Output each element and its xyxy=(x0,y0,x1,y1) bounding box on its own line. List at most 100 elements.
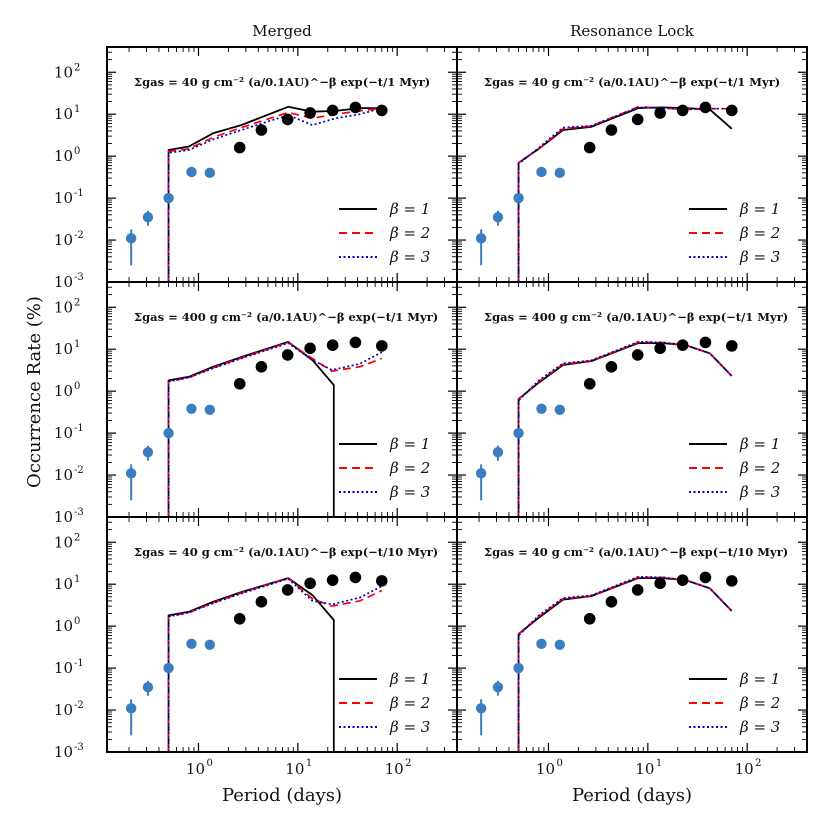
data-point-blue xyxy=(492,682,504,693)
data-point-blue xyxy=(536,638,547,649)
x-tick-exponent: 1 xyxy=(306,758,312,769)
legend-label-beta-1: β = 1 xyxy=(739,435,780,453)
series-line-beta-1 xyxy=(517,577,733,752)
legend-label-beta-3: β = 3 xyxy=(739,483,780,501)
x-axis-label-left: Period (days) xyxy=(222,785,342,806)
legend-label-beta-2: β = 2 xyxy=(389,459,430,477)
data-point-black xyxy=(281,349,294,361)
gas-profile-annotation: Σgas = 400 g cm⁻² (a/0.1AU)^−β exp(−t/1 … xyxy=(134,310,438,324)
legend-label-beta-2: β = 2 xyxy=(389,694,430,712)
data-point-black xyxy=(233,612,246,625)
data-point-blue xyxy=(163,662,174,674)
y-tick-label: 10 xyxy=(54,382,73,400)
y-tick-label: 10 xyxy=(54,659,73,677)
legend-label-beta-1: β = 1 xyxy=(389,435,430,453)
y-tick-label: 10 xyxy=(54,147,73,165)
data-point-black xyxy=(654,342,666,355)
x-tick-label: 10 xyxy=(735,760,754,778)
data-point-black xyxy=(725,575,738,587)
data-point-blue xyxy=(513,192,524,204)
y-tick-label: 10 xyxy=(54,189,73,207)
data-point-blue xyxy=(186,638,197,649)
gas-profile-annotation: Σgas = 400 g cm⁻² (a/0.1AU)^−β exp(−t/1 … xyxy=(484,310,788,324)
data-point-blue xyxy=(554,639,566,650)
data-point-blue xyxy=(536,166,547,178)
data-point-black xyxy=(281,584,294,596)
series-group xyxy=(475,571,738,752)
data-point-blue xyxy=(163,427,174,439)
y-tick-exponent: 1 xyxy=(74,574,80,585)
x-tick-exponent: 0 xyxy=(206,758,212,769)
data-point-black xyxy=(349,571,362,584)
series-line-beta-2 xyxy=(167,107,382,282)
series-line-beta-3 xyxy=(517,575,733,752)
panel-resonance-lock-row-2: β = 1 β = 2 β = 3 Σgas = 400 g cm⁻² (a/0.1A… xyxy=(456,281,808,518)
panel-merged-row-3: 10 -310 -210 -110 010 110 210 0 10 1 10 2β = 1β = 2… xyxy=(54,516,458,778)
y-tick-label: 10 xyxy=(54,340,73,358)
legend-label-beta-1: β = 1 xyxy=(389,670,430,688)
legend-label-beta-1: β = 1 xyxy=(389,200,430,218)
data-point-blue xyxy=(492,212,504,223)
data-point-black xyxy=(605,124,618,136)
legend-label-beta-3: β = 3 xyxy=(739,718,780,736)
x-tick-exponent: 1 xyxy=(656,758,662,769)
data-point-black xyxy=(699,101,712,114)
data-point-black xyxy=(326,104,339,117)
y-tick-exponent: -2 xyxy=(74,230,84,241)
y-tick-label: 10 xyxy=(54,231,73,249)
legend-label-beta-2: β = 2 xyxy=(389,224,430,242)
y-tick-exponent: -3 xyxy=(74,507,84,518)
x-tick-label: 10 xyxy=(635,760,654,778)
data-point-blue xyxy=(186,403,197,414)
y-tick-exponent: -1 xyxy=(74,423,84,434)
legend-label-beta-3: β = 3 xyxy=(389,483,430,501)
data-point-black xyxy=(375,575,388,587)
series-line-beta-3 xyxy=(517,340,733,517)
data-point-black xyxy=(304,342,316,355)
y-tick-exponent: 2 xyxy=(74,62,80,73)
data-point-black xyxy=(233,377,246,390)
data-point-blue xyxy=(554,167,566,179)
column-title-merged: Merged xyxy=(252,22,312,40)
data-point-black xyxy=(326,339,339,351)
data-point-blue xyxy=(125,703,137,714)
y-tick-label: 10 xyxy=(54,617,73,635)
data-point-black xyxy=(631,349,644,361)
y-tick-label: 10 xyxy=(54,533,73,551)
data-point-black xyxy=(281,113,294,126)
data-point-blue xyxy=(492,447,504,458)
series-line-beta-2 xyxy=(167,577,383,752)
legend-label-beta-1: β = 1 xyxy=(739,200,780,218)
data-point-blue xyxy=(125,233,137,244)
y-tick-label: 10 xyxy=(54,508,73,526)
y-tick-exponent: -3 xyxy=(74,272,84,283)
x-tick-label: 10 xyxy=(285,760,304,778)
data-point-blue xyxy=(536,403,547,414)
data-point-blue xyxy=(554,404,566,415)
data-point-black xyxy=(583,377,596,390)
data-point-blue xyxy=(513,662,524,674)
series-line-beta-3 xyxy=(167,107,383,282)
y-tick-exponent: -2 xyxy=(74,465,84,476)
series-line-beta-1 xyxy=(167,340,335,517)
data-point-blue xyxy=(142,212,154,223)
y-tick-exponent: 2 xyxy=(74,297,80,308)
data-point-black xyxy=(676,574,689,586)
y-tick-exponent: 2 xyxy=(74,532,80,543)
gas-profile-annotation: Σgas = 40 g cm⁻² (a/0.1AU)^−β exp(−t/1 M… xyxy=(134,75,430,89)
data-point-black xyxy=(654,577,666,590)
data-point-black xyxy=(349,336,362,349)
y-tick-exponent: 0 xyxy=(74,146,80,157)
gas-profile-annotation: Σgas = 40 g cm⁻² (a/0.1AU)^−β exp(−t/1 M… xyxy=(484,75,780,89)
series-line-beta-2 xyxy=(517,576,733,752)
x-tick-label: 10 xyxy=(186,760,205,778)
y-tick-exponent: -1 xyxy=(74,188,84,199)
series-line-beta-3 xyxy=(517,106,732,282)
data-point-blue xyxy=(204,639,216,650)
data-point-black xyxy=(676,104,689,117)
